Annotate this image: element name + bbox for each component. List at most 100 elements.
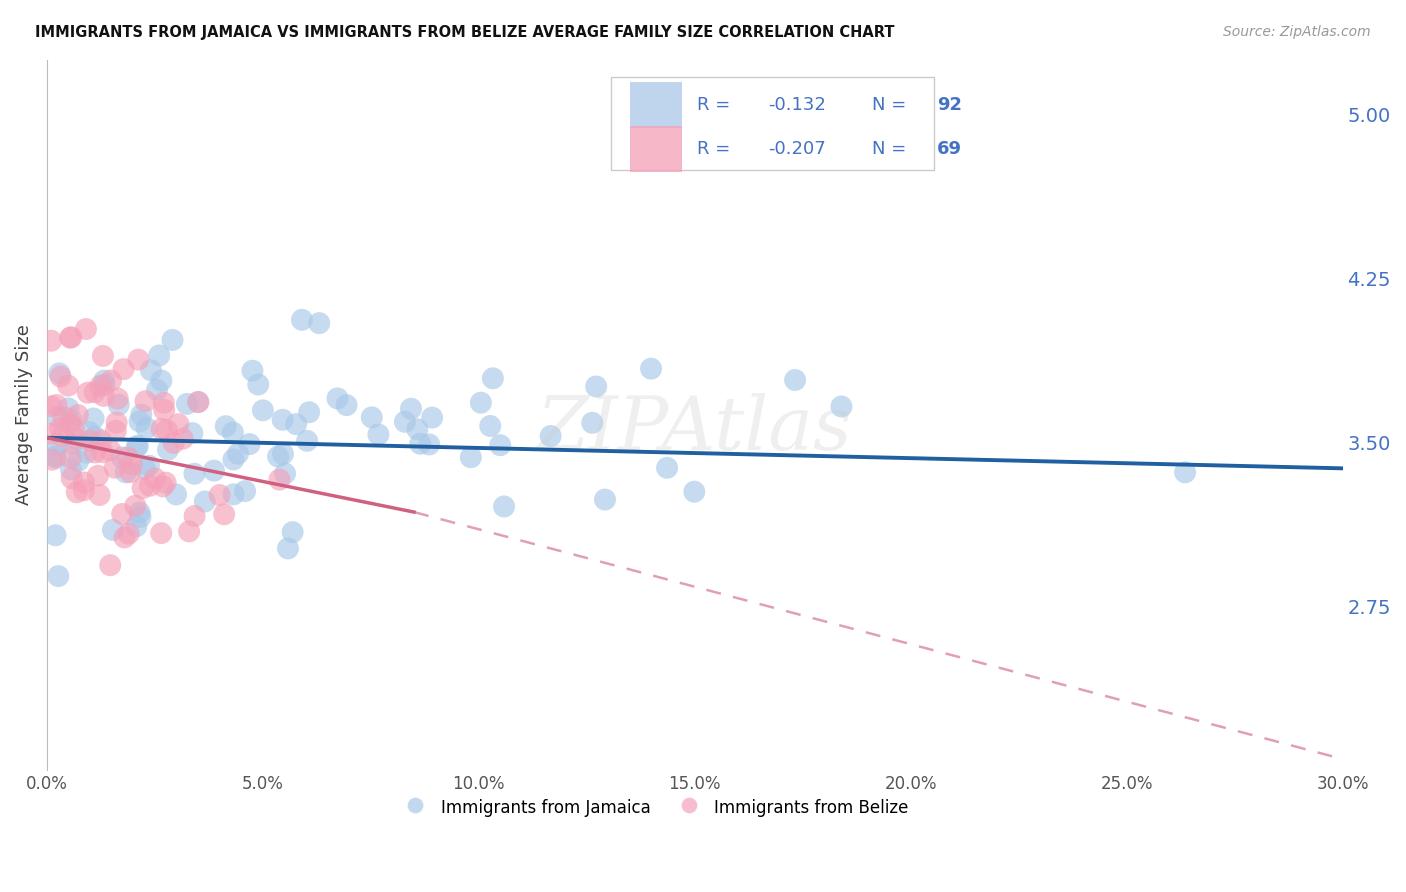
Point: [247, 377, 270, 392]
Point: [267, 450, 290, 464]
Point: [156, 442, 179, 457]
Text: -0.132: -0.132: [769, 96, 827, 114]
Point: [326, 392, 349, 406]
Point: [153, 403, 176, 417]
Point: [105, 416, 128, 430]
Point: [127, 439, 149, 453]
Point: [139, 363, 162, 377]
Point: [134, 394, 156, 409]
Point: [91, 349, 114, 363]
Point: [51, 429, 73, 443]
Point: [46, 409, 69, 424]
Point: [44, 449, 66, 463]
Point: [153, 395, 176, 409]
Point: [150, 374, 173, 388]
Point: [494, 500, 516, 514]
Point: [181, 426, 204, 441]
FancyBboxPatch shape: [630, 82, 682, 128]
Point: [127, 352, 149, 367]
Point: [470, 395, 492, 409]
Point: [125, 440, 148, 454]
Point: [138, 458, 160, 473]
Point: [367, 427, 389, 442]
Point: [183, 509, 205, 524]
Text: 92: 92: [936, 96, 962, 114]
Point: [104, 424, 127, 438]
Point: [143, 472, 166, 486]
Point: [202, 464, 225, 478]
Point: [420, 410, 443, 425]
Point: [179, 524, 201, 539]
Point: [87, 468, 110, 483]
Point: [120, 465, 142, 479]
Point: [128, 506, 150, 520]
Text: R =: R =: [697, 96, 731, 114]
Text: IMMIGRANTS FROM JAMAICA VS IMMIGRANTS FROM BELIZE AVERAGE FAMILY SIZE CORRELATIO: IMMIGRANTS FROM JAMAICA VS IMMIGRANTS FR…: [35, 25, 894, 40]
Point: [640, 361, 662, 376]
Text: Source: ZipAtlas.com: Source: ZipAtlas.com: [1223, 25, 1371, 39]
Point: [76, 446, 98, 460]
Point: [295, 434, 318, 448]
Point: [215, 419, 238, 434]
Point: [783, 373, 806, 387]
Point: [83, 411, 105, 425]
Point: [60, 471, 83, 485]
Point: [308, 316, 330, 330]
Point: [1174, 465, 1197, 479]
Point: [683, 484, 706, 499]
Point: [107, 392, 129, 406]
Point: [252, 403, 274, 417]
Point: [98, 558, 121, 573]
Point: [59, 462, 82, 476]
Point: [394, 415, 416, 429]
Point: [49, 421, 72, 435]
Point: [52, 409, 75, 424]
Point: [79, 425, 101, 439]
Point: [124, 499, 146, 513]
Point: [58, 401, 80, 416]
Point: [48, 367, 70, 381]
Point: [162, 436, 184, 450]
FancyBboxPatch shape: [630, 127, 682, 172]
Point: [176, 397, 198, 411]
Point: [117, 450, 139, 465]
Point: [41, 452, 63, 467]
Point: [65, 432, 87, 446]
Point: [44, 528, 66, 542]
Point: [39, 399, 62, 413]
Point: [291, 313, 314, 327]
Point: [167, 417, 190, 431]
Point: [59, 450, 82, 465]
Text: R =: R =: [697, 140, 731, 159]
Point: [335, 398, 357, 412]
Point: [194, 494, 217, 508]
Point: [277, 541, 299, 556]
Point: [56, 378, 79, 392]
Point: [111, 450, 134, 465]
Point: [60, 330, 83, 344]
Text: N =: N =: [872, 140, 907, 159]
Point: [285, 417, 308, 431]
Point: [98, 443, 121, 458]
Point: [46, 569, 69, 583]
Point: [585, 379, 607, 393]
Point: [111, 507, 134, 521]
Point: [655, 460, 678, 475]
Point: [156, 423, 179, 437]
Point: [129, 510, 152, 524]
Point: [60, 437, 83, 451]
Point: [66, 485, 89, 500]
Point: [90, 434, 112, 448]
Point: [172, 432, 194, 446]
Point: [222, 452, 245, 467]
Point: [59, 417, 82, 431]
Point: [242, 364, 264, 378]
Point: [155, 475, 177, 490]
Point: [208, 488, 231, 502]
Point: [62, 421, 84, 435]
Point: [93, 389, 115, 403]
Point: [418, 437, 440, 451]
Point: [830, 400, 852, 414]
Point: [148, 348, 170, 362]
Point: [114, 466, 136, 480]
